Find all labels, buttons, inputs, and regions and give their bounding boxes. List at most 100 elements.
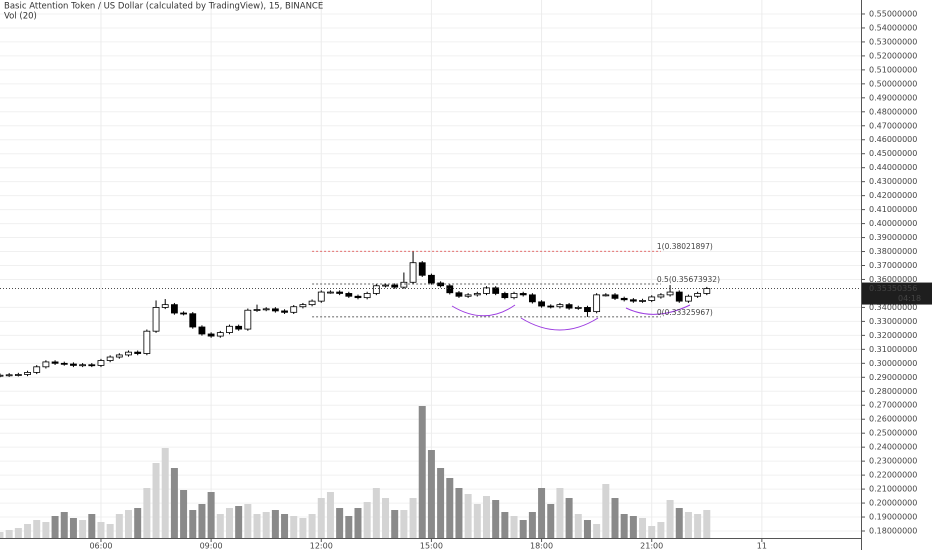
last-price-box	[862, 282, 932, 305]
y-tick-label: 0.29000000	[869, 373, 917, 382]
candle-body	[574, 307, 582, 309]
plot	[0, 0, 861, 538]
candle-body	[235, 325, 243, 330]
candle-body	[189, 313, 197, 328]
candle-body	[629, 299, 637, 302]
candle-body	[510, 293, 518, 299]
volume-bar	[42, 522, 50, 538]
candle-body	[538, 301, 545, 307]
x-tick-label: 11	[757, 542, 767, 550]
volume-bar	[363, 502, 371, 538]
volume-bar	[253, 514, 261, 538]
volume-bar	[225, 508, 233, 538]
candle-body	[143, 330, 151, 354]
volume-bar	[409, 498, 417, 538]
y-tick-label: 0.26000000	[869, 415, 917, 424]
candle-body	[464, 294, 472, 297]
y-tick-label: 0.36000000	[869, 275, 917, 284]
y-tick-label: 0.49000000	[869, 93, 917, 102]
volume-bar	[418, 406, 426, 538]
volume-bar	[189, 510, 197, 538]
candle-body	[134, 351, 142, 354]
volume-bar	[262, 512, 270, 538]
candle-body	[106, 356, 114, 361]
volume-bar	[400, 510, 408, 538]
volume-bar	[51, 516, 59, 538]
volume-label: Vol (20)	[4, 12, 37, 22]
drawing-arc	[625, 304, 691, 315]
volume-bar	[519, 520, 527, 538]
candle-body	[391, 284, 399, 288]
volume-bar	[602, 484, 610, 538]
candle-body	[125, 351, 132, 356]
candle-body	[703, 288, 711, 294]
volume-bar	[170, 468, 178, 538]
y-tick-label: 0.51000000	[869, 65, 917, 74]
volume-bar	[299, 518, 307, 538]
y-tick-label: 0.53000000	[869, 37, 917, 46]
volume-bar	[216, 514, 224, 538]
candle-body	[14, 374, 22, 376]
volume-bar	[639, 518, 647, 538]
candle-body	[685, 295, 692, 302]
y-tick-label: 0.52000000	[869, 51, 917, 60]
candle-body	[473, 293, 481, 296]
y-tick-label: 0.44000000	[869, 163, 917, 172]
candle-body	[152, 307, 160, 332]
candle-body	[409, 262, 417, 283]
candle-body	[666, 291, 674, 296]
volume-bar	[134, 508, 142, 538]
candle-body	[281, 310, 288, 313]
volume-bar	[180, 490, 188, 538]
y-tick-label: 0.19000000	[869, 513, 917, 522]
volume-bar	[538, 488, 546, 538]
candle-body	[611, 294, 619, 299]
candle-body	[675, 291, 683, 302]
y-tick-label: 0.54000000	[869, 23, 917, 32]
y-tick-label: 0.37000000	[869, 261, 917, 270]
candle-body	[382, 284, 389, 287]
candle-body	[372, 285, 380, 294]
volume-bar	[24, 524, 32, 538]
y-tick-label: 0.39000000	[869, 233, 917, 242]
volume-bar	[473, 504, 481, 538]
volume-bar	[583, 520, 591, 538]
candle-body	[501, 293, 509, 299]
y-tick-label: 0.55000000	[869, 9, 917, 18]
chart-title: Basic Attention Token / US Dollar (calcu…	[4, 2, 323, 12]
candle-body	[271, 308, 279, 312]
volume-bar	[88, 514, 96, 538]
candle-body	[492, 287, 500, 294]
y-tick-label: 0.24000000	[869, 443, 917, 452]
candle-body	[565, 304, 573, 309]
candle-body	[547, 305, 555, 308]
volume-bar	[648, 526, 656, 538]
volume-bar	[593, 524, 601, 538]
countdown: 04:18	[898, 294, 921, 303]
volume-bar	[501, 512, 509, 538]
candle-body	[428, 274, 435, 284]
y-tick-label: 0.47000000	[869, 121, 917, 130]
candle-body	[299, 304, 307, 308]
volume-bar	[684, 512, 692, 538]
candle-body	[198, 326, 206, 335]
y-tick-label: 0.45000000	[869, 149, 917, 158]
volume-bar	[69, 518, 77, 538]
y-tick-label: 0.43000000	[869, 177, 917, 186]
y-tick-label: 0.40000000	[869, 219, 917, 228]
y-tick-label: 0.42000000	[869, 191, 917, 200]
x-tick-label: 18:00	[530, 542, 553, 550]
x-tick-label: 12:00	[310, 542, 333, 550]
y-tick-label: 0.32000000	[869, 331, 917, 340]
candle-body	[317, 291, 325, 302]
y-tick-label: 0.28000000	[869, 387, 917, 396]
candle-body	[0, 374, 4, 377]
fib-label: 0.5(0.35673932)	[657, 275, 720, 284]
volume-bar	[0, 532, 4, 538]
candle-body	[455, 292, 463, 297]
volume-bar	[666, 500, 674, 538]
volume-bar	[79, 520, 87, 538]
volume-bar	[125, 510, 133, 538]
